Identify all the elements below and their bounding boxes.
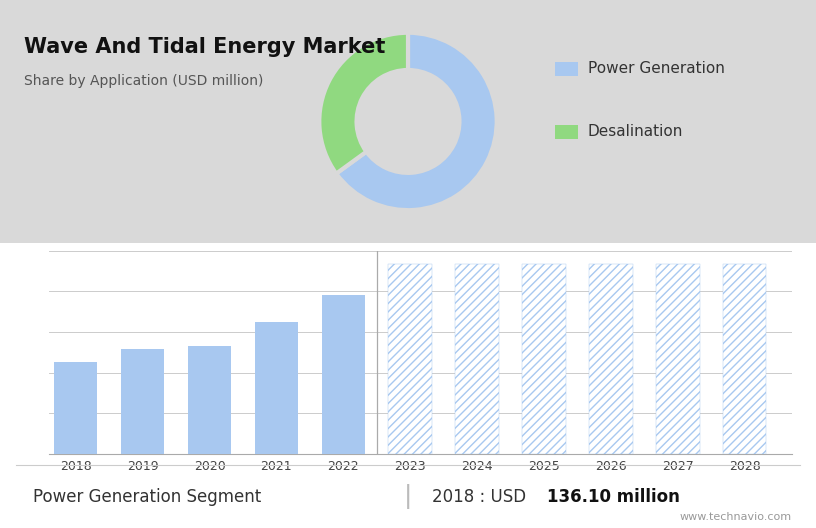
Wedge shape [336,33,497,210]
Text: Wave And Tidal Energy Market: Wave And Tidal Energy Market [24,37,386,57]
Text: 2018 : USD: 2018 : USD [432,488,532,506]
Text: Desalination: Desalination [588,125,683,139]
Bar [121,349,164,454]
Bar [723,265,766,454]
Bar [322,295,365,454]
Text: 136.10 million: 136.10 million [547,488,680,506]
Bar [656,265,699,454]
Bar [388,265,432,454]
Bar [589,265,632,454]
Bar [255,322,298,454]
Bar [455,265,499,454]
Wedge shape [319,33,408,174]
Text: Power Generation Segment: Power Generation Segment [33,488,261,506]
Bar [522,265,565,454]
Bar [54,362,97,454]
Text: |: | [404,485,412,510]
Bar [188,346,231,454]
Text: Power Generation: Power Generation [588,61,725,76]
Text: Share by Application (USD million): Share by Application (USD million) [24,74,264,88]
Text: www.technavio.com: www.technavio.com [680,512,792,522]
